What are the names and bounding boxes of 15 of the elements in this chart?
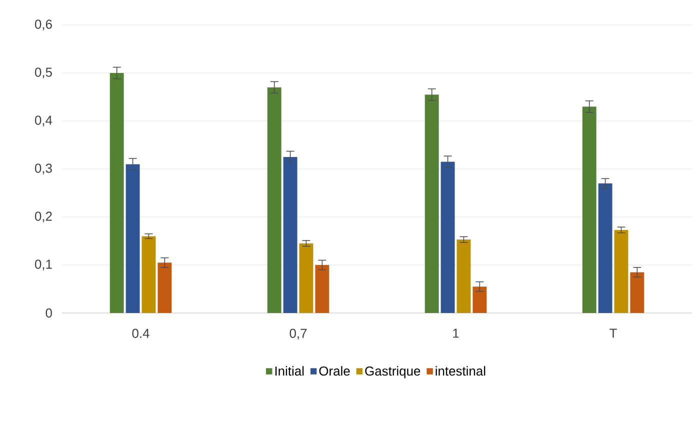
y-tick-label: 0,2	[34, 212, 52, 222]
y-tick-label: 0,4	[34, 116, 52, 126]
y-tick-label: 0,1	[34, 260, 52, 270]
y-tick-label: 0,6	[34, 20, 52, 30]
legend-label: Orale	[319, 366, 350, 376]
x-tick-label: T	[610, 328, 617, 338]
legend-label: intestinal	[436, 366, 486, 376]
x-tick-label: 0,7	[290, 328, 307, 340]
x-tick-label: 0.4	[132, 328, 150, 338]
y-tick-label: 0	[46, 308, 52, 318]
legend-label: Gastrique	[365, 366, 420, 378]
y-tick-label: 0,3	[34, 164, 52, 174]
y-tick-label: 0,5	[34, 68, 52, 78]
legend-label: Initial	[275, 366, 304, 376]
x-tick-label: 1	[453, 328, 459, 338]
